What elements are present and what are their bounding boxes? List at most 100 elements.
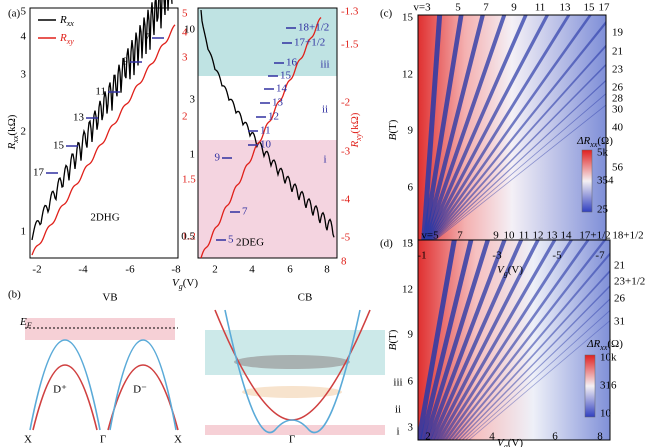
stripe (426, 240, 507, 440)
main: ΔR (576, 135, 590, 147)
band-curve (224, 309, 361, 434)
region-label: ii (395, 404, 401, 416)
valley-label: D⁺ (53, 384, 67, 396)
label: (b) (8, 289, 21, 301)
top-label: 14 (561, 230, 573, 242)
stripe (447, 240, 607, 440)
band-curve (109, 339, 177, 431)
unit: (Ω) (597, 135, 613, 147)
sub: g (504, 269, 508, 278)
main: V (172, 277, 180, 289)
top-label: 12 (533, 230, 544, 242)
band (205, 425, 385, 435)
filling-factor: 14 (276, 83, 288, 95)
rxy-curve (200, 17, 322, 259)
unit: (kΩ) (6, 114, 18, 135)
main: R (59, 32, 67, 44)
unit: (V) (508, 264, 524, 276)
right-label: 21 (614, 260, 625, 272)
unit: (V) (508, 437, 524, 447)
x-tick-label: -2 (32, 264, 41, 276)
colorbar-tick: 25 (597, 204, 609, 216)
y-tick-label: 9 (408, 125, 414, 137)
y2-tick-label: -1.5 (341, 39, 359, 51)
stripe (423, 240, 491, 440)
filling-factor: 17 (33, 167, 45, 179)
y-tick-label: 4 (21, 31, 27, 43)
top-label: 11 (535, 2, 546, 14)
y-tick-label: 3 (190, 94, 196, 106)
top-label: 17+1/2 (579, 230, 610, 242)
stripe (457, 284, 610, 440)
x-tick-label: 4 (249, 264, 255, 276)
stripe (424, 15, 593, 245)
sub: xx (599, 343, 608, 352)
top-label: 17 (599, 2, 611, 14)
filling-factor: 17+1/2 (294, 37, 325, 49)
axis-label: Vg(V) (497, 264, 523, 279)
filling-factor: 7 (242, 206, 248, 218)
colorbar-title: ΔRxx(Ω) (586, 338, 623, 353)
colorbar (581, 149, 593, 213)
filling-factor: 12 (268, 111, 279, 123)
right-label: 26 (614, 293, 626, 305)
axis-label: B(T) (387, 119, 399, 140)
filling-factor: 13 (272, 97, 284, 109)
y2-tick-label: 2 (182, 111, 188, 123)
stripe (426, 63, 606, 245)
y2-tick-label: 5 (182, 8, 188, 20)
y2-tick-label: 4 (182, 27, 188, 39)
right-label: 31 (614, 316, 625, 328)
stripe (437, 240, 557, 440)
y2-tick-label: 3 (182, 52, 188, 64)
y-tick-label: 12 (402, 69, 413, 81)
stripes (420, 15, 606, 245)
region-label: iii (320, 59, 329, 71)
stripe (418, 240, 457, 440)
y2-tick-label: -3 (341, 146, 351, 158)
right-label: 30 (612, 104, 624, 116)
band-curve (32, 364, 98, 431)
stripe (425, 20, 606, 245)
region-label: iii (393, 377, 402, 389)
main: V (497, 264, 505, 276)
right-label: 23+1/2 (614, 276, 645, 288)
top-label: v=5 (421, 230, 439, 242)
stripe (422, 15, 485, 245)
main: ΔR (586, 338, 600, 350)
filling-factor: 13 (73, 112, 85, 124)
valley-label: D⁻ (133, 384, 147, 396)
unit: (kΩ) (349, 112, 361, 133)
y2-tick-label: -2 (341, 97, 350, 109)
main: E (19, 316, 27, 328)
fermi-label: EF (19, 316, 32, 331)
y-tick-label: 10 (184, 24, 196, 36)
frame (197, 7, 338, 259)
y2-tick-label: 8 (341, 256, 347, 268)
y-tick-label: 3 (408, 422, 414, 434)
sub: xy (354, 133, 363, 142)
stripe (423, 15, 550, 245)
stripe (430, 240, 524, 440)
rxy-curve (31, 24, 176, 256)
x-tick-label: 6 (552, 431, 558, 443)
stripe (423, 15, 528, 245)
stripe (424, 15, 571, 245)
x-tick-label: 2 (212, 264, 218, 276)
stripe (461, 298, 610, 440)
stripe (419, 240, 474, 440)
top-label: 9 (511, 2, 517, 14)
filling-factor: 9 (215, 152, 221, 164)
unit: (T) (387, 329, 399, 343)
frame (417, 239, 611, 441)
filling-factor: 10 (260, 139, 272, 151)
sub: xx (66, 19, 75, 28)
region-label: ii (322, 104, 328, 116)
stripe (422, 15, 507, 245)
x-tick-label: -5 (552, 250, 562, 262)
axis-label: Rxy(kΩ) (349, 112, 364, 148)
sub: g (504, 442, 508, 447)
stripe (426, 44, 606, 245)
stripe (443, 240, 590, 440)
